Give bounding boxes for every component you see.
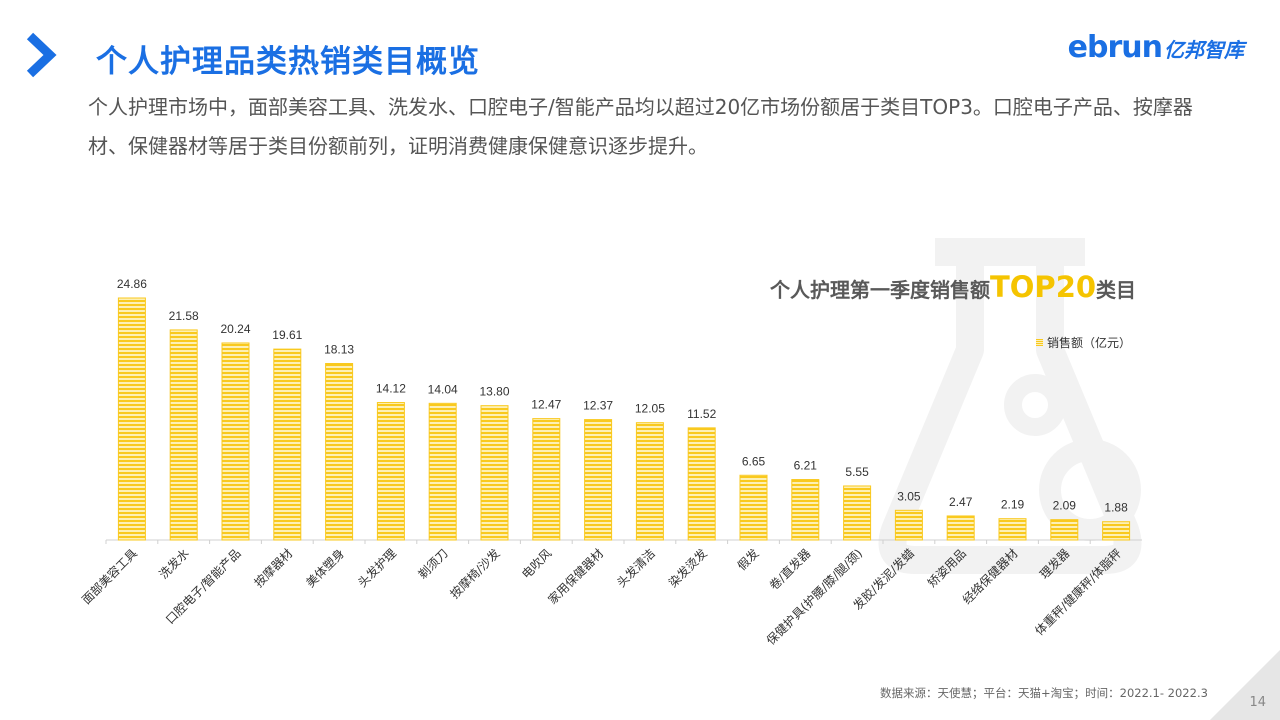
data-label: 3.05 [897,489,921,503]
bar [584,419,613,541]
bar [117,297,146,541]
page-number: 14 [1249,695,1266,710]
x-tick-label: 染发烫发 [665,546,710,591]
bar [532,418,561,541]
data-label: 6.21 [794,459,818,473]
x-tick-label: 按摩椅/沙发 [447,546,503,602]
chevron-right-icon [26,32,57,78]
x-tick-label: 按摩器材 [251,546,296,591]
data-label: 20.24 [220,322,250,336]
legend-swatch [1036,339,1043,346]
x-tick-label: 假发 [734,546,762,574]
data-label: 24.86 [117,277,147,291]
bar [687,427,716,541]
x-tick-label: 电吹风 [519,546,554,581]
bar [221,342,250,541]
x-tick-label: 保健护具(护腰/膝/腿/颈) [764,546,865,647]
page-title: 个人护理品类热销类目概览 [96,44,480,80]
page-subtitle: 个人护理市场中，面部美容工具、洗发水、口腔电子/智能产品均以超过20亿市场份额居… [88,95,1193,158]
chart-legend: 销售额（亿元） [1036,334,1131,351]
data-label: 13.80 [479,385,509,399]
bar [428,402,457,541]
x-tick-label: 理发器 [1036,546,1072,582]
x-tick-label: 剃须刀 [415,546,450,581]
data-label: 2.47 [949,495,973,509]
bar [1102,521,1131,541]
x-tick-label: 矫姿用品 [924,546,969,591]
legend-label: 销售额（亿元） [1047,336,1132,350]
bar [843,485,872,541]
chart-title: 个人护理第一季度销售额TOP20类目 [770,270,1136,304]
page-corner-decoration [1210,650,1280,720]
data-source-note: 数据来源：天使慧；平台：天猫+淘宝；时间：2022.1- 2022.3 [880,686,1208,700]
data-label: 1.88 [1104,501,1128,515]
data-label: 2.09 [1053,499,1077,513]
x-tick-label: 体重秤/健康秤/体脂秤 [1032,546,1125,639]
x-tick-label: 头发护理 [354,546,399,591]
chart-title-prefix: 个人护理第一季度销售额 [770,278,990,302]
x-tick-label: 面部美容工具 [78,546,140,608]
bar [1050,519,1079,541]
x-tick-label: 美体塑身 [303,546,348,591]
data-label: 11.52 [687,407,716,421]
data-label: 14.04 [428,382,458,396]
data-label: 18.13 [324,343,354,357]
bar [635,422,664,541]
bar [791,479,820,541]
bar [376,402,405,541]
data-label: 2.19 [1001,498,1025,512]
bar [325,363,354,541]
x-tick-label: 卷/直发器 [766,546,813,593]
bar [169,329,198,541]
brand-logo: ebrun 亿邦智库 [1068,30,1244,66]
bar [480,405,509,541]
data-label: 14.12 [376,382,406,396]
data-label: 12.47 [531,398,561,412]
x-tick-label: 经络保健器材 [959,546,1021,608]
bar [946,515,975,541]
data-label: 6.65 [742,454,766,468]
bar [739,474,768,541]
chart-title-suffix: 类目 [1096,278,1137,302]
x-tick-label: 洗发水 [156,546,192,582]
x-tick-label: 头发清洁 [613,546,658,591]
chart-title-highlight: TOP20 [990,270,1097,304]
logo-cn: 亿邦智库 [1164,38,1244,62]
data-label: 12.05 [635,402,665,416]
data-label: 21.58 [169,309,199,323]
data-label: 5.55 [845,465,869,479]
bar [998,518,1027,541]
data-label: 19.61 [272,328,302,342]
x-tick-label: 家用保健器材 [545,546,607,608]
bar [894,509,923,541]
bar [273,348,302,541]
data-label: 12.37 [583,399,613,413]
logo-latin: ebrun [1067,30,1163,65]
